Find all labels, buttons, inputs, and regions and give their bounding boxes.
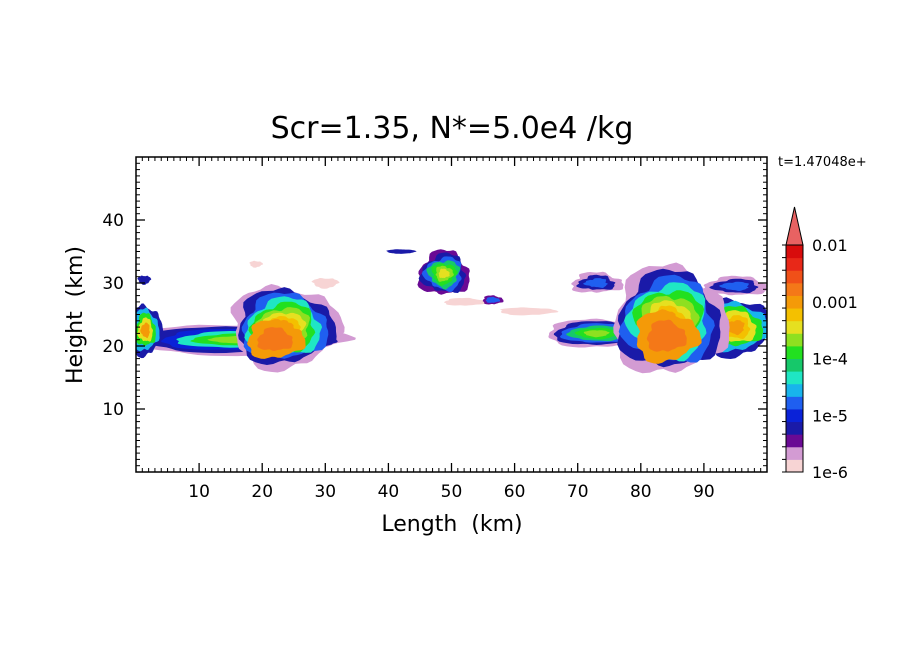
cloud-wisp <box>311 278 340 289</box>
colorbar-segment <box>786 245 803 259</box>
cloud-wisp <box>444 297 486 306</box>
left-edge-cell <box>140 322 150 339</box>
mid-plume-cell <box>438 268 450 278</box>
colorbar-segment <box>786 270 803 284</box>
cloud-fragment <box>386 249 417 254</box>
y-axis-label: Height (km) <box>63 246 88 384</box>
x-tick-label: 50 <box>441 482 463 502</box>
right-core-peak <box>646 319 687 352</box>
plot-area: 10 20 30 40 50 60 70 80 90 10 20 30 40 <box>102 156 768 502</box>
colorbar-segment <box>786 408 803 423</box>
cloud-field <box>136 249 767 374</box>
colorbar-label: 1e-5 <box>812 406 848 425</box>
x-tick-label: 20 <box>251 482 273 502</box>
y-tick-label: 20 <box>102 337 124 357</box>
time-annotation: t=1.47048e+ <box>778 155 867 170</box>
right-anvil-layer <box>583 330 610 338</box>
x-tick-label: 30 <box>314 482 336 502</box>
colorbar: 0.01 0.001 1e-4 1e-5 1e-6 <box>782 206 858 482</box>
y-axis-ticks: 10 20 30 40 <box>102 211 767 420</box>
x-tick-label: 90 <box>693 482 715 502</box>
colorbar-label: 0.01 <box>812 236 848 255</box>
x-tick-label: 70 <box>567 482 589 502</box>
right-upper-wisp <box>583 278 608 288</box>
colorbar-segment <box>786 383 803 397</box>
y-tick-label: 40 <box>102 211 124 231</box>
colorbar-segment <box>786 396 803 410</box>
colorbar-segment <box>786 446 803 460</box>
colorbar-segment <box>786 282 803 296</box>
colorbar-label: 1e-6 <box>812 463 848 482</box>
colorbar-segment <box>786 434 803 448</box>
cloud-fragment <box>485 296 501 303</box>
colorbar-segment <box>786 320 803 334</box>
x-tick-label: 10 <box>188 482 210 502</box>
minor-ticks <box>136 157 767 472</box>
cloud-wisp <box>500 307 559 316</box>
x-tick-label: 40 <box>378 482 400 502</box>
right-upper-wisp <box>719 281 749 291</box>
cloud-wisp <box>249 260 264 268</box>
colorbar-segment <box>786 459 803 473</box>
chart-title: Scr=1.35, N*=5.0e4 /kg <box>271 111 634 146</box>
left-core-peak <box>257 327 293 351</box>
colorbar-segment <box>786 295 803 309</box>
right-edge-cell <box>724 320 745 336</box>
x-axis-label: Length (km) <box>381 512 522 537</box>
colorbar-segment <box>786 308 803 322</box>
y-tick-label: 10 <box>102 400 124 420</box>
colorbar-segment <box>786 358 803 372</box>
colorbar-label: 1e-4 <box>812 350 848 369</box>
x-axis-ticks: 10 20 30 40 50 60 70 80 90 <box>188 157 715 502</box>
colorbar-segment <box>786 333 803 347</box>
colorbar-extend-arrow <box>785 206 804 246</box>
colorbar-segment <box>786 345 803 359</box>
colorbar-segment <box>786 371 803 385</box>
y-tick-label: 30 <box>102 274 124 294</box>
x-tick-label: 80 <box>630 482 652 502</box>
colorbar-segment <box>786 421 803 435</box>
colorbar-segment <box>786 257 803 271</box>
colorbar-label: 0.001 <box>812 293 858 312</box>
x-tick-label: 60 <box>504 482 526 502</box>
